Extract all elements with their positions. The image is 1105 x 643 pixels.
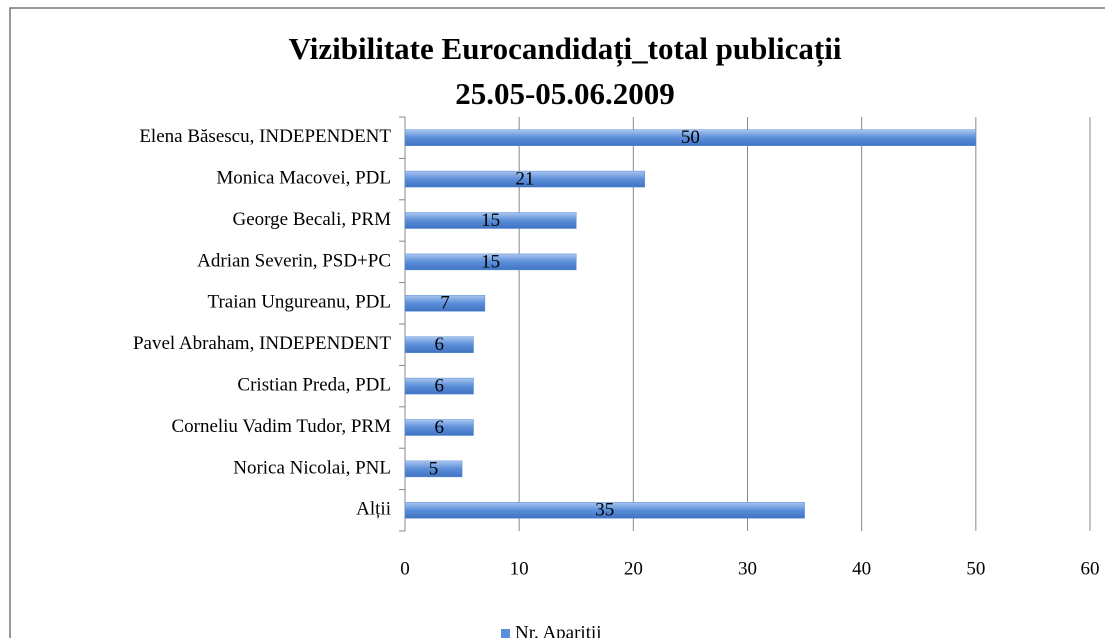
x-tick-label: 10: [510, 558, 529, 579]
y-tick-label: George Becali, PRM: [233, 209, 392, 230]
x-tick-label: 60: [1081, 558, 1100, 579]
data-label: 15: [481, 251, 500, 272]
data-label: 7: [440, 293, 450, 314]
x-tick-label: 0: [400, 558, 410, 579]
data-label: 15: [481, 210, 500, 231]
data-label: 50: [681, 127, 700, 148]
y-tick-label: Elena Băsescu, INDEPENDENT: [139, 126, 391, 147]
chart-title: Vizibilitate Eurocandidați_total publica…: [289, 31, 842, 67]
bar: [404, 129, 977, 146]
legend-swatch: [501, 629, 510, 638]
chart-subtitle: 25.05-05.06.2009: [455, 76, 675, 111]
data-label: 6: [435, 417, 445, 438]
y-tick-label: Adrian Severin, PSD+PC: [197, 250, 391, 271]
data-label: 6: [435, 334, 445, 355]
x-tick-label: 20: [624, 558, 643, 579]
chart-frame: [9, 7, 1105, 643]
y-tick-label: Alții: [356, 499, 391, 520]
y-tick-label: Cristian Preda, PDL: [237, 374, 391, 395]
data-label: 5: [429, 458, 439, 479]
y-tick-label: Corneliu Vadim Tudor, PRM: [171, 416, 391, 437]
data-label: 35: [595, 500, 614, 521]
bar: [404, 170, 645, 188]
bar: [404, 253, 577, 271]
bar: [404, 295, 486, 312]
bar: [404, 336, 474, 353]
x-tick-label: 40: [852, 558, 871, 579]
legend-label: Nr. Apariții: [515, 622, 602, 638]
y-tick-label: Traian Ungureanu, PDL: [208, 292, 391, 313]
bar: [404, 502, 805, 519]
bar: [404, 419, 474, 436]
y-tick-label: Monica Macovei, PDL: [216, 167, 391, 188]
x-tick-label: 30: [738, 558, 757, 579]
x-tick-label: 50: [966, 558, 985, 579]
y-tick-label: Pavel Abraham, INDEPENDENT: [133, 333, 391, 354]
bar: [404, 377, 474, 395]
data-label: 6: [435, 375, 445, 396]
data-label: 21: [515, 168, 534, 189]
y-tick-label: Norica Nicolai, PNL: [233, 457, 391, 478]
bar: [404, 460, 463, 478]
bar: [404, 212, 577, 229]
